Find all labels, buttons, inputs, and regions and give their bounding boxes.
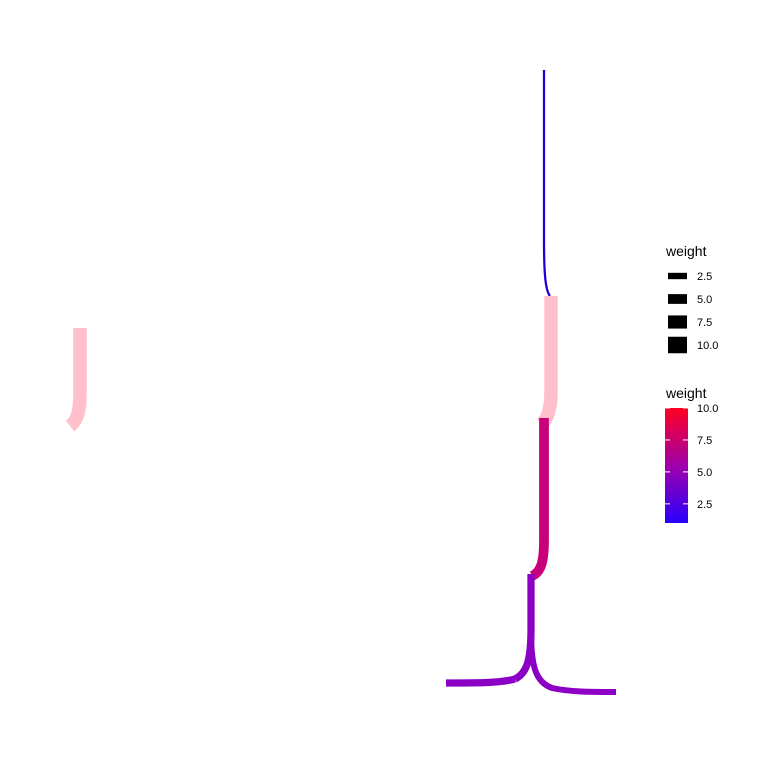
width-legend-key	[668, 315, 687, 329]
width-legend-title: weight	[665, 243, 707, 259]
color-legend-title: weight	[665, 385, 707, 401]
color-legend-bar	[665, 408, 688, 523]
edges-layer	[65, 70, 617, 695]
edge-purple-right	[528, 629, 617, 695]
edge-purple-left	[445, 675, 516, 687]
width-legend-key	[668, 294, 687, 304]
width-legend-label: 10.0	[697, 340, 718, 352]
edge-pink-left	[65, 328, 87, 432]
width-legend: weight 2.5 5.0 7.5 10.0	[665, 243, 718, 354]
width-legend-label: 2.5	[697, 271, 712, 283]
color-legend-label: 2.5	[697, 499, 712, 511]
edge-blue-top	[542, 70, 551, 297]
edge-magenta	[529, 418, 549, 581]
width-legend-key	[668, 336, 687, 354]
width-legend-key	[668, 272, 687, 280]
edge-purple-stem	[513, 574, 535, 683]
width-legend-label: 7.5	[697, 317, 712, 329]
width-legend-label: 5.0	[697, 294, 712, 306]
color-legend-label: 5.0	[697, 467, 712, 479]
color-legend-label: 7.5	[697, 435, 712, 447]
color-legend-label: 10.0	[697, 403, 718, 415]
edge-pink-right	[536, 296, 558, 429]
color-legend: weight 10.0 7.5 5.0 2.5	[665, 385, 718, 523]
